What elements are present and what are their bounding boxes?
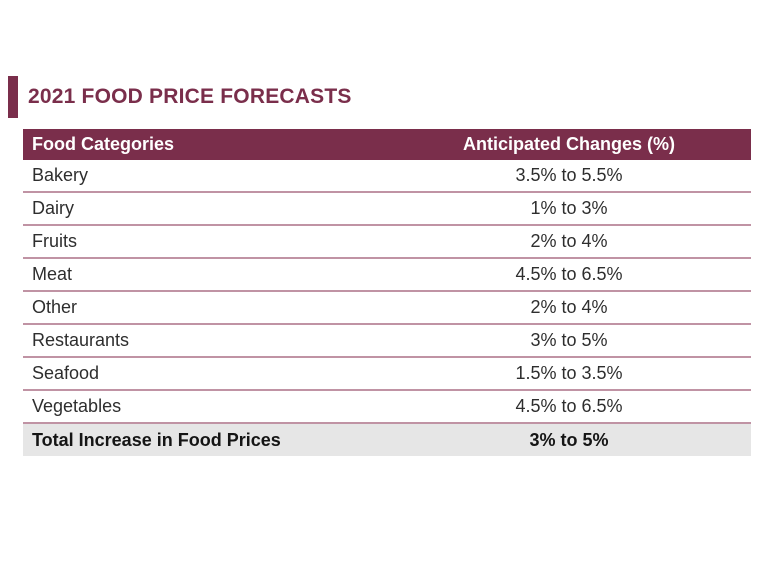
category-label: Vegetables — [32, 396, 122, 416]
table-row-restaurants: Restaurants 3% to 5% — [23, 325, 751, 358]
category-value: 1% to 3% — [530, 198, 608, 218]
table-row-seafood: Seafood 1.5% to 3.5% — [23, 358, 751, 391]
category-value: 3% to 5% — [530, 330, 608, 350]
category-value: 2% to 4% — [530, 231, 608, 251]
table-row-dairy: Dairy 1% to 3% — [23, 193, 751, 226]
category-value: 4.5% to 6.5% — [515, 396, 623, 416]
table-row-meat: Meat 4.5% to 6.5% — [23, 259, 751, 292]
table-total-row: Total Increase in Food Prices 3% to 5% — [23, 424, 751, 456]
title-accent-bar — [8, 76, 18, 118]
food-price-forecast-table: Food Categories Anticipated Changes (%) … — [23, 129, 751, 456]
category-value: 3.5% to 5.5% — [515, 165, 623, 185]
table-row-fruits: Fruits 2% to 4% — [23, 226, 751, 259]
category-label: Fruits — [32, 231, 77, 251]
category-value: 4.5% to 6.5% — [515, 264, 623, 284]
table-row-vegetables: Vegetables 4.5% to 6.5% — [23, 391, 751, 424]
table-row-other: Other 2% to 4% — [23, 292, 751, 325]
category-value: 1.5% to 3.5% — [515, 363, 623, 383]
category-label: Seafood — [32, 363, 100, 383]
total-label: Total Increase in Food Prices — [32, 429, 281, 450]
column-header-anticipated-changes: Anticipated Changes (%) — [462, 134, 676, 154]
category-label: Meat — [32, 264, 73, 284]
total-value: 3% to 5% — [529, 429, 609, 450]
column-header-food-categories: Food Categories — [32, 134, 175, 154]
table-header-row: Food Categories Anticipated Changes (%) — [23, 129, 751, 160]
category-label: Dairy — [32, 198, 75, 218]
category-label: Other — [32, 297, 78, 317]
category-label: Restaurants — [32, 330, 130, 350]
page-title: 2021 FOOD PRICE FORECASTS — [28, 85, 352, 108]
category-value: 2% to 4% — [530, 297, 608, 317]
table-row-bakery: Bakery 3.5% to 5.5% — [23, 160, 751, 193]
category-label: Bakery — [32, 165, 89, 185]
